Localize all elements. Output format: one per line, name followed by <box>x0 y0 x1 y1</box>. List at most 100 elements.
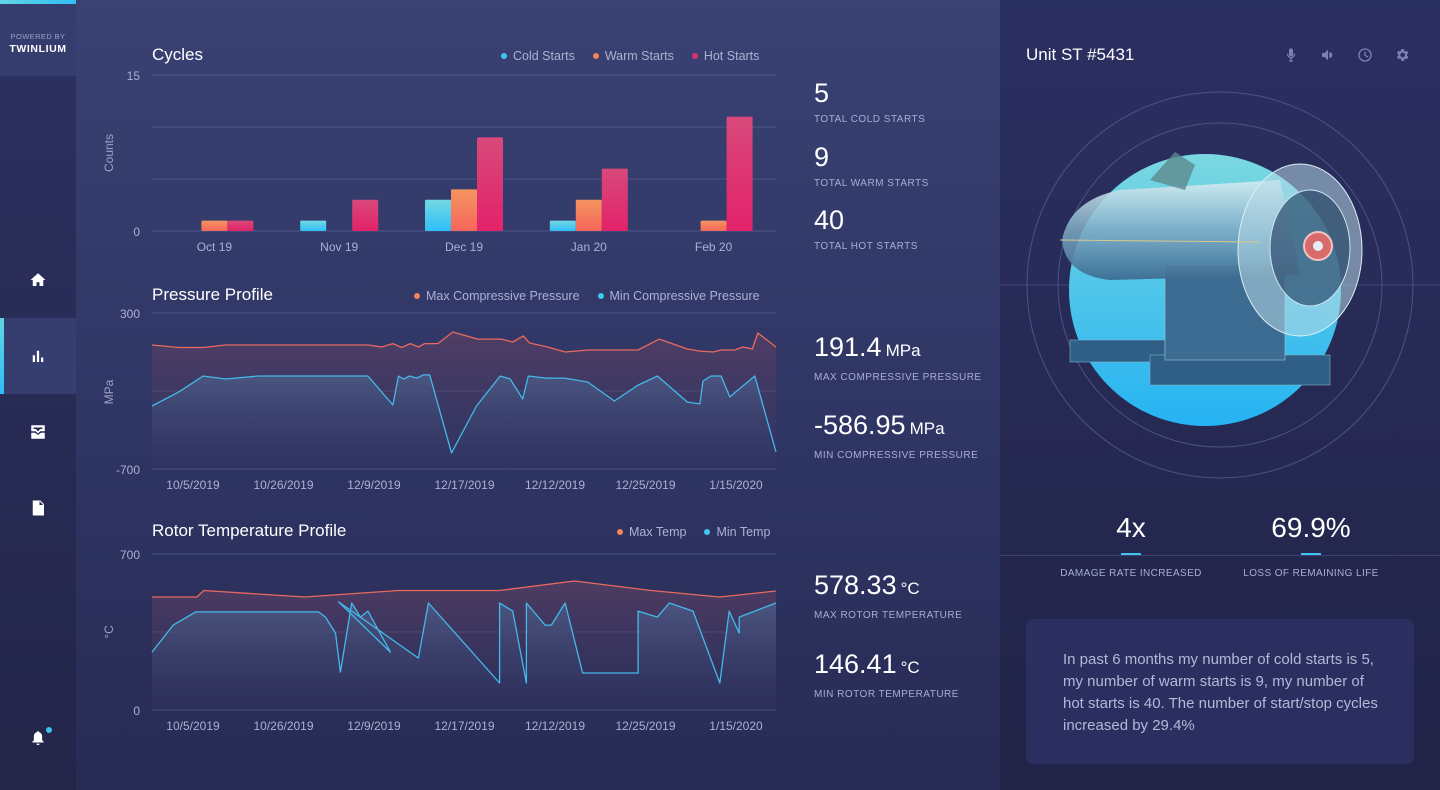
stat-value: 9 <box>814 142 830 172</box>
cycles-legend: Cold Starts Warm Starts Hot Starts <box>501 49 759 63</box>
turbine-icon <box>1059 152 1363 386</box>
temperature-chart-title: Rotor Temperature Profile <box>152 521 347 540</box>
stat-label: TOTAL COLD STARTS <box>814 114 926 125</box>
y-axis-label: MPa <box>102 379 116 404</box>
notifications-button[interactable] <box>0 700 76 776</box>
x-tick-label: 1/15/2020 <box>709 719 763 733</box>
bar-cold <box>300 220 327 231</box>
min-series-line <box>151 374 777 454</box>
x-tick-label: 1/15/2020 <box>709 478 763 492</box>
x-tick-label: 10/5/2019 <box>166 478 220 492</box>
kpi-label: LOSS OF REMAINING LIFE <box>1243 568 1379 579</box>
legend-item-min-pressure: Min Compressive Pressure <box>597 289 760 303</box>
stat-label: MAX ROTOR TEMPERATURE <box>814 610 963 621</box>
speaker-button[interactable] <box>1319 45 1337 65</box>
temperature-chart: 700 0 °C 10/5/2019 10/26/2019 12/9/2019 12/… <box>102 548 777 733</box>
x-tick-label: 12/17/2019 <box>434 478 494 492</box>
stat-value: 5 <box>814 78 830 108</box>
kpi-value: 4x <box>1116 512 1146 543</box>
x-tick-label: Nov 19 <box>320 240 358 254</box>
legend-dot-icon <box>691 53 698 59</box>
x-tick-label: Dec 19 <box>445 240 483 254</box>
stat-max-pressure: 191.4 MPa MAX COMPRESSIVE PRESSURE <box>814 332 982 383</box>
legend-item-min-temp: Min Temp <box>704 525 770 539</box>
unit-title: Unit ST #5431 <box>1026 45 1135 64</box>
stat-label: MAX COMPRESSIVE PRESSURE <box>814 372 982 383</box>
speaker-icon <box>1322 49 1333 61</box>
stat-label: MIN COMPRESSIVE PRESSURE <box>814 450 979 461</box>
y-tick-max: 700 <box>120 548 140 562</box>
bar-warm <box>700 220 727 231</box>
series-area <box>152 601 776 710</box>
bar-warm <box>201 220 228 231</box>
bar-chart-icon <box>32 350 44 362</box>
y-tick-min: 0 <box>133 704 140 718</box>
y-tick-min: -700 <box>116 463 140 477</box>
powered-by-label: POWERED BY <box>10 31 66 41</box>
y-tick-max: 15 <box>127 69 141 83</box>
kpi-indicator <box>1121 553 1141 556</box>
series-area <box>152 374 776 469</box>
legend-dot-icon <box>592 53 599 59</box>
legend-item-hot: Hot Starts <box>691 49 759 63</box>
legend-item-max-pressure: Max Compressive Pressure <box>414 289 580 303</box>
x-tick-label: 12/9/2019 <box>347 478 401 492</box>
kpi-damage-rate: 4x DAMAGE RATE INCREASED <box>1031 512 1231 579</box>
sidebar-item-documents[interactable] <box>0 470 76 546</box>
sidebar-item-analytics[interactable] <box>0 318 76 394</box>
microphone-button[interactable] <box>1282 45 1300 65</box>
legend-item-max-temp: Max Temp <box>617 525 686 539</box>
max-series-line <box>151 331 777 353</box>
bar-hot <box>601 168 628 231</box>
bar-hot <box>227 220 254 231</box>
bar-warm <box>451 189 477 231</box>
outer-ring <box>1026 91 1414 479</box>
x-tick-label: 10/5/2019 <box>166 719 220 733</box>
legend-item-cold: Cold Starts <box>501 49 575 63</box>
pressure-chart-title: Pressure Profile <box>152 285 273 304</box>
bar-warm <box>575 199 602 231</box>
legend-dot-icon <box>704 529 711 535</box>
y-axis-label: Counts <box>102 134 116 172</box>
microphone-icon <box>1287 48 1295 62</box>
stat-value: 578.33 <box>814 570 897 600</box>
kpi-remaining-life: 69.9% LOSS OF REMAINING LIFE <box>1211 512 1411 579</box>
bar-cold <box>549 220 576 231</box>
sidebar-item-home[interactable] <box>0 242 76 318</box>
stat-total-hot: 40 TOTAL HOT STARTS <box>814 205 918 252</box>
bell-icon <box>32 731 44 746</box>
history-button[interactable] <box>1356 45 1374 65</box>
bar-hot <box>477 137 503 231</box>
kpi-indicator <box>1301 553 1321 556</box>
x-tick-label: Oct 19 <box>197 240 233 254</box>
stat-min-temperature: 146.41 °C MIN ROTOR TEMPERATURE <box>814 649 959 700</box>
x-tick-label: 12/12/2019 <box>525 719 585 733</box>
stat-max-temperature: 578.33 °C MAX ROTOR TEMPERATURE <box>814 570 962 621</box>
stat-unit: °C <box>900 658 920 677</box>
y-tick-max: 300 <box>120 307 140 321</box>
legend-dot-icon <box>617 529 623 535</box>
sidebar-item-inbox[interactable] <box>0 394 76 470</box>
home-icon <box>30 273 46 286</box>
x-tick-label: 12/25/2019 <box>615 478 675 492</box>
stat-total-warm: 9 TOTAL WARM STARTS <box>814 142 929 189</box>
stat-min-pressure: -586.95 MPa MIN COMPRESSIVE PRESSURE <box>814 410 978 461</box>
pressure-chart: 300 -700 MPa 10/5/2019 10/26/2019 12/9/201… <box>102 307 777 492</box>
stat-label: MIN ROTOR TEMPERATURE <box>814 689 959 700</box>
kpi-label: DAMAGE RATE INCREASED <box>1060 568 1202 579</box>
settings-button[interactable] <box>1393 45 1411 65</box>
stat-label: TOTAL HOT STARTS <box>814 241 918 252</box>
stat-value: 40 <box>814 205 845 235</box>
unit-detail-panel: Unit ST #5431 <box>1000 0 1440 790</box>
kpi-value: 69.9% <box>1271 512 1351 543</box>
unread-badge <box>46 727 52 733</box>
kpi-divider <box>1000 555 1440 556</box>
brand-name: TWINLIUM <box>9 42 67 55</box>
stat-value: 191.4 <box>814 332 882 362</box>
y-axis-label: °C <box>102 625 116 639</box>
pressure-legend: Max Compressive Pressure Min Compressive… <box>414 289 760 303</box>
stat-value: 146.41 <box>814 649 897 679</box>
summary-text: In past 6 months my number of cold start… <box>1063 651 1378 734</box>
stat-label: TOTAL WARM STARTS <box>814 178 929 189</box>
stat-total-cold: 5 TOTAL COLD STARTS <box>814 78 925 125</box>
